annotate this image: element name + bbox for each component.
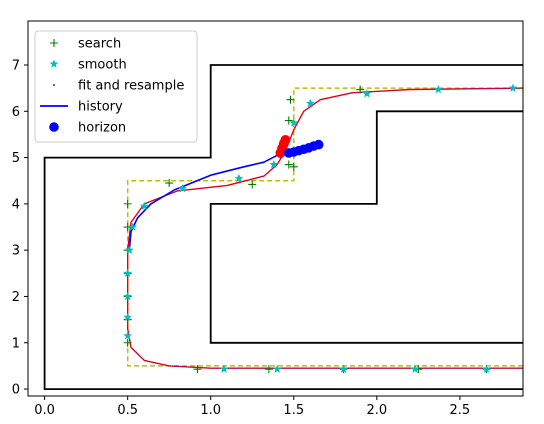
smooth-point (306, 98, 315, 108)
legend-label: smooth (78, 58, 127, 73)
search-point (248, 180, 257, 189)
legend-box (34, 30, 198, 143)
search-point (284, 160, 293, 169)
smooth-point (339, 364, 348, 373)
smooth-point (482, 364, 491, 373)
search-point (286, 95, 295, 104)
x-tick-label: 1.5 (283, 403, 304, 418)
y-tick-label: 5 (12, 151, 20, 166)
x-tick-label: 2.5 (450, 403, 471, 418)
inner-boundary-wall (209, 110, 523, 344)
search-point (289, 162, 298, 171)
smooth-point (123, 268, 132, 277)
search-point (123, 338, 132, 347)
smooth-point (289, 118, 299, 127)
smooth-point (123, 331, 132, 340)
search-point (123, 199, 132, 208)
y-tick-label: 0 (12, 383, 20, 398)
legend-label: search (78, 37, 121, 52)
legend-dot-marker (53, 84, 55, 86)
legend-item: smooth (49, 58, 127, 73)
y-tick-label: 2 (12, 290, 20, 305)
search-point (356, 85, 365, 94)
smooth-point (178, 184, 187, 193)
x-tick-label: 2.0 (366, 403, 387, 418)
legend-label: fit and resample (78, 79, 184, 94)
fit-resample-dots (127, 87, 523, 369)
corridor-dashed (126, 87, 523, 367)
smooth-point (508, 83, 518, 92)
legend-item: history (40, 100, 123, 115)
horizon-point (313, 139, 324, 150)
legend-label: horizon (78, 121, 126, 136)
x-tick-label: 0.5 (117, 403, 138, 418)
x-tick-label: 0.0 (34, 403, 55, 418)
smooth-point (128, 222, 137, 231)
search-point (193, 365, 202, 374)
smooth-point (269, 159, 279, 169)
legend-star-marker (49, 59, 59, 68)
legend: search smooth fit and resample history horiz… (34, 30, 198, 143)
x-tick-label: 1.0 (200, 403, 221, 418)
y-tick-label: 1 (12, 336, 20, 351)
smooth-point (139, 201, 149, 210)
smooth-point (123, 312, 132, 321)
search-point (519, 84, 523, 93)
axes-frame (27, 20, 524, 397)
smooth-point (125, 245, 134, 254)
y-tick-label: 7 (12, 58, 20, 73)
smooth-point (219, 364, 229, 373)
y-tick-label: 4 (12, 197, 20, 212)
smooth-point (362, 89, 372, 98)
smooth-point (433, 84, 443, 94)
axis-ticks: 0.0 0.5 1.0 1.5 2.0 2.5 0 1 2 3 4 5 6 7 (12, 58, 471, 418)
smooth-point (123, 291, 132, 301)
horizon-start-marker (280, 134, 291, 145)
outer-boundary-wall (43, 64, 523, 391)
legend-item: horizon (49, 121, 126, 136)
legend-item: search (50, 37, 121, 52)
history-line (128, 150, 283, 251)
y-tick-label: 3 (12, 244, 20, 259)
smooth-point (272, 364, 282, 373)
legend-plus-marker (50, 39, 58, 47)
smooth-point (234, 173, 244, 183)
plot-area (43, 64, 523, 391)
y-tick-label: 6 (12, 105, 20, 120)
legend-circle-marker (49, 122, 59, 132)
search-point (264, 365, 273, 374)
smooth-point (410, 364, 420, 373)
legend-item: fit and resample (53, 79, 184, 94)
search-point (284, 116, 293, 125)
search-point (165, 179, 174, 188)
legend-label: history (78, 100, 123, 115)
